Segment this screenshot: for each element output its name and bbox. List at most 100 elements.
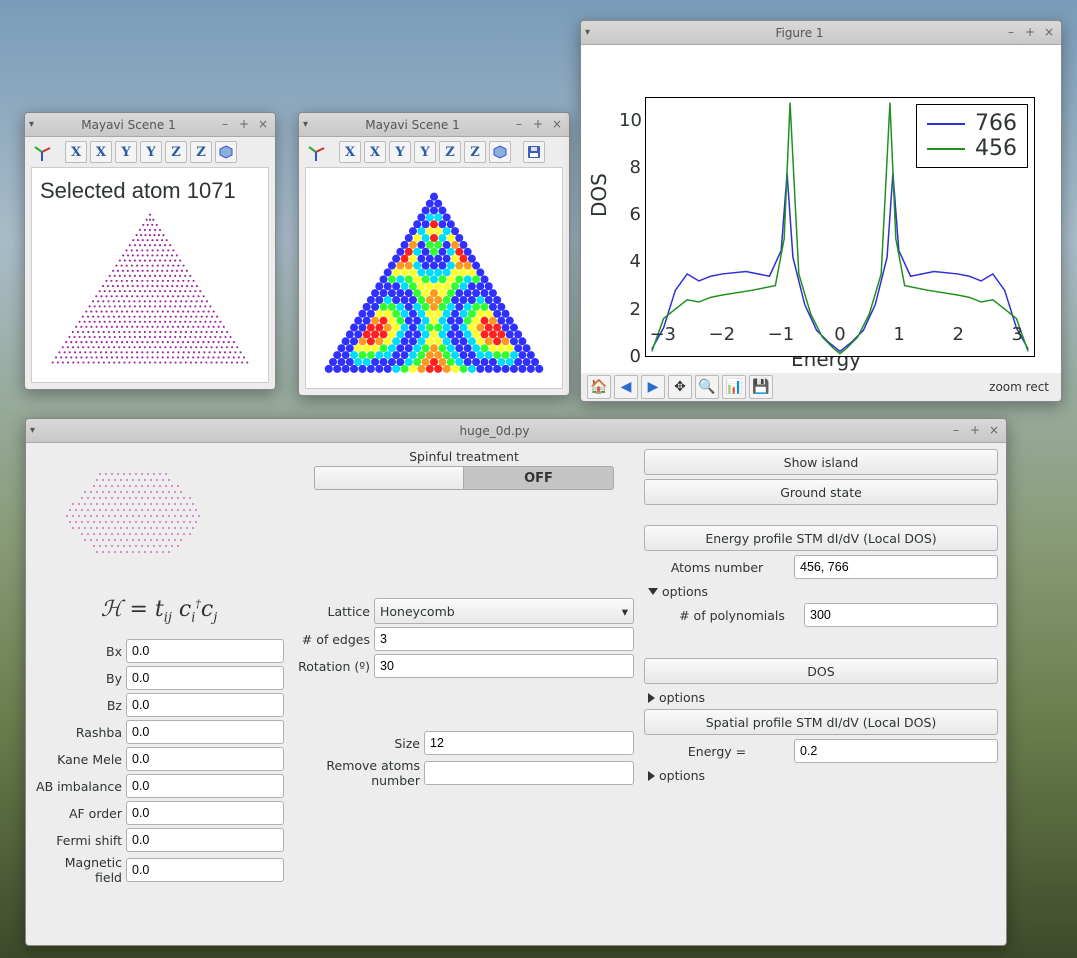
back-icon[interactable]: ◀ xyxy=(614,375,638,399)
view-z-pos-button[interactable]: Z xyxy=(439,141,461,163)
titlebar[interactable]: ▾ Mayavi Scene 1 – + × xyxy=(25,113,275,137)
view-z-pos-button[interactable]: Z xyxy=(165,141,187,163)
titlebar[interactable]: ▾ huge_0d.py – + × xyxy=(26,419,1006,443)
titlebar[interactable]: ▾ Figure 1 – + × xyxy=(581,21,1061,45)
dos-button[interactable]: DOS xyxy=(644,658,998,684)
field-input-0[interactable] xyxy=(126,639,284,663)
close-icon[interactable]: × xyxy=(986,424,1002,438)
save-icon[interactable]: 💾 xyxy=(749,375,773,399)
options-expander-2[interactable]: options xyxy=(648,690,998,705)
save-scene-button[interactable] xyxy=(523,141,545,163)
figure-canvas[interactable]: DOS Energy 766 456 0246810−3−2−10123 xyxy=(581,45,1061,373)
field-input-6[interactable] xyxy=(126,801,284,825)
window-menu-icon[interactable]: ▾ xyxy=(30,425,44,436)
field-input-1[interactable] xyxy=(126,666,284,690)
view-x-pos-button[interactable]: X xyxy=(65,141,87,163)
remove-atoms-input[interactable] xyxy=(424,761,634,785)
atoms-number-input[interactable] xyxy=(794,555,998,579)
view-y-neg-button[interactable]: Y xyxy=(140,141,162,163)
mayavi-window-a: ▾ Mayavi Scene 1 – + × X X Y Y Z Z Selec… xyxy=(24,112,276,390)
right-column: Show island Ground state Energy profile … xyxy=(644,449,998,935)
zoom-icon[interactable]: 🔍 xyxy=(695,375,719,399)
axes-icon[interactable] xyxy=(305,141,327,163)
view-x-neg-button[interactable]: X xyxy=(364,141,386,163)
field-label-4: Kane Mele xyxy=(34,752,126,767)
axes-icon[interactable] xyxy=(31,141,53,163)
lattice-select[interactable]: Honeycomb▾ xyxy=(374,598,634,624)
field-label-3: Rashba xyxy=(34,725,126,740)
field-input-2[interactable] xyxy=(126,693,284,717)
spinful-toggle[interactable]: OFF xyxy=(314,466,614,490)
rotation-label: Rotation (º) xyxy=(294,659,374,674)
iso-view-button[interactable] xyxy=(489,141,511,163)
remove-atoms-label: Remove atoms number xyxy=(294,758,424,788)
figure-window: ▾ Figure 1 – + × DOS Energy 766 456 0246… xyxy=(580,20,1062,402)
close-icon[interactable]: × xyxy=(1041,26,1057,40)
view-z-neg-button[interactable]: Z xyxy=(190,141,212,163)
field-label-2: Bz xyxy=(34,698,126,713)
window-menu-icon[interactable]: ▾ xyxy=(303,119,317,130)
polynomials-input[interactable] xyxy=(804,603,998,627)
close-icon[interactable]: × xyxy=(549,118,565,132)
polynomials-label: # of polynomials xyxy=(664,608,804,623)
view-y-neg-button[interactable]: Y xyxy=(414,141,436,163)
maximize-icon[interactable]: + xyxy=(1022,26,1038,40)
field-label-1: By xyxy=(34,671,126,686)
minimize-icon[interactable]: – xyxy=(948,424,964,438)
maximize-icon[interactable]: + xyxy=(967,424,983,438)
scene-canvas[interactable]: Selected atom 1071 xyxy=(31,167,269,383)
edges-input[interactable] xyxy=(374,627,634,651)
lattice-label: Lattice xyxy=(294,604,374,619)
field-label-7: Fermi shift xyxy=(34,833,126,848)
plot-area: 766 456 xyxy=(645,97,1035,357)
maximize-icon[interactable]: + xyxy=(530,118,546,132)
window-menu-icon[interactable]: ▾ xyxy=(29,119,43,130)
legend: 766 456 xyxy=(916,104,1028,168)
iso-view-button[interactable] xyxy=(215,141,237,163)
show-island-button[interactable]: Show island xyxy=(644,449,998,475)
field-input-5[interactable] xyxy=(126,774,284,798)
view-z-neg-button[interactable]: Z xyxy=(464,141,486,163)
scene-canvas[interactable] xyxy=(305,167,563,389)
maximize-icon[interactable]: + xyxy=(236,118,252,132)
options-expander-1[interactable]: options xyxy=(648,584,998,599)
minimize-icon[interactable]: – xyxy=(511,118,527,132)
view-y-pos-button[interactable]: Y xyxy=(115,141,137,163)
energy-input[interactable] xyxy=(794,739,998,763)
pan-icon[interactable]: ✥ xyxy=(668,375,692,399)
legend-label-1: 456 xyxy=(975,136,1017,161)
mayavi-window-b: ▾ Mayavi Scene 1 – + × X X Y Y Z Z xyxy=(298,112,570,396)
minimize-icon[interactable]: – xyxy=(217,118,233,132)
figure-toolbar: 🏠 ◀ ▶ ✥ 🔍 📊 💾 zoom rect xyxy=(581,373,1061,401)
field-input-8[interactable] xyxy=(126,858,284,882)
spatial-profile-button[interactable]: Spatial profile STM dI/dV (Local DOS) xyxy=(644,709,998,735)
rotation-input[interactable] xyxy=(374,654,634,678)
spinful-value: OFF xyxy=(464,467,613,489)
field-input-7[interactable] xyxy=(126,828,284,852)
view-y-pos-button[interactable]: Y xyxy=(389,141,411,163)
heatmap-triangle xyxy=(306,168,562,388)
field-input-3[interactable] xyxy=(126,720,284,744)
chevron-right-icon xyxy=(648,693,655,703)
window-title: Mayavi Scene 1 xyxy=(317,118,508,132)
forward-icon[interactable]: ▶ xyxy=(641,375,665,399)
window-title: huge_0d.py xyxy=(44,424,945,438)
minimize-icon[interactable]: – xyxy=(1003,26,1019,40)
close-icon[interactable]: × xyxy=(255,118,271,132)
energy-profile-button[interactable]: Energy profile STM dI/dV (Local DOS) xyxy=(644,525,998,551)
lattice-preview xyxy=(34,449,234,589)
ground-state-button[interactable]: Ground state xyxy=(644,479,998,505)
size-label: Size xyxy=(294,736,424,751)
edges-label: # of edges xyxy=(294,632,374,647)
size-input[interactable] xyxy=(424,731,634,755)
window-menu-icon[interactable]: ▾ xyxy=(585,27,599,38)
field-input-4[interactable] xyxy=(126,747,284,771)
home-icon[interactable]: 🏠 xyxy=(587,375,611,399)
subplot-config-icon[interactable]: 📊 xyxy=(722,375,746,399)
view-x-pos-button[interactable]: X xyxy=(339,141,361,163)
titlebar[interactable]: ▾ Mayavi Scene 1 – + × xyxy=(299,113,569,137)
chevron-right-icon xyxy=(648,771,655,781)
y-axis-label: DOS xyxy=(587,173,611,217)
view-x-neg-button[interactable]: X xyxy=(90,141,112,163)
options-expander-3[interactable]: options xyxy=(648,768,998,783)
